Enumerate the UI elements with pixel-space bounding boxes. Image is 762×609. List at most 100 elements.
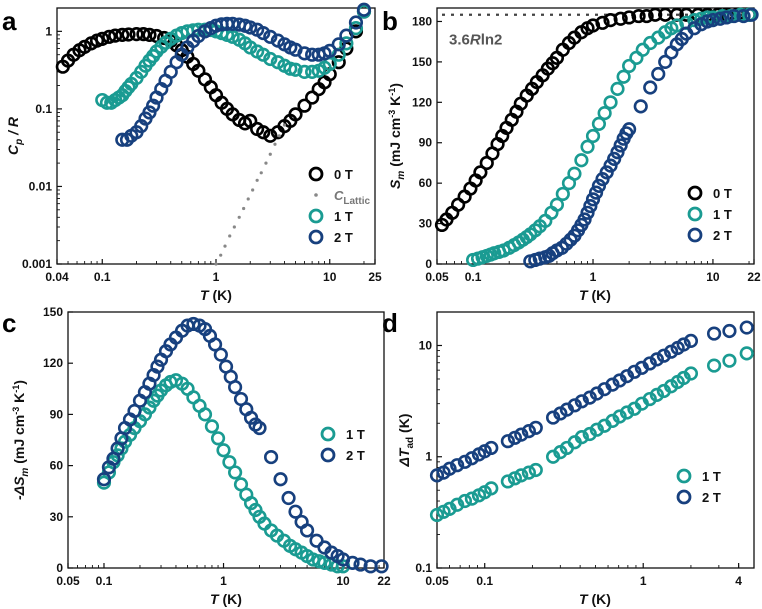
legend-label: 2 T — [346, 448, 365, 463]
x-tick-label: 0.05 — [56, 574, 80, 588]
data-point — [706, 358, 722, 373]
x-tick-label: 0.1 — [96, 574, 113, 588]
y-tick-label: 150 — [412, 55, 432, 69]
data-point — [243, 40, 258, 55]
data-point — [583, 198, 598, 214]
x-tick-label: 1 — [220, 574, 227, 588]
legend-marker — [687, 206, 703, 222]
data-point — [339, 28, 354, 43]
data-point — [129, 27, 144, 42]
data-point — [348, 15, 364, 30]
data-point — [580, 205, 595, 220]
data-point — [99, 95, 115, 110]
data-point — [635, 42, 650, 57]
legend-marker — [320, 426, 336, 442]
panel-a-xlabel: T (K) — [200, 287, 232, 303]
x-tick-label: 1 — [590, 270, 597, 284]
legend-marker — [320, 447, 336, 463]
panel-c-chart: 0.05 0.1 1 10 22 0 30 60 90 120 150 -ΔSm (mJ cm-3 … — [11, 305, 391, 607]
y-tick-label: 1 — [45, 24, 52, 38]
data-point — [136, 27, 151, 42]
data-point — [574, 430, 589, 445]
panel-d-frame — [436, 311, 755, 569]
data-point — [246, 197, 250, 201]
data-point — [115, 27, 130, 42]
legend-marker — [687, 227, 703, 243]
data-point — [521, 465, 536, 480]
data-point — [237, 215, 241, 219]
series-2-t — [115, 2, 372, 147]
data-point — [642, 391, 657, 407]
data-point — [305, 90, 320, 105]
y-tick-label: 30 — [419, 217, 433, 231]
data-point — [457, 493, 473, 509]
series-2-t — [429, 320, 754, 483]
data-point — [297, 64, 312, 79]
data-point — [616, 69, 631, 84]
data-point — [309, 533, 324, 548]
data-point — [268, 152, 272, 156]
data-point — [305, 64, 320, 79]
series-1-t — [465, 7, 757, 268]
data-point — [726, 8, 742, 24]
data-point — [331, 37, 346, 52]
legend-marker — [308, 166, 324, 182]
data-point — [263, 449, 279, 465]
data-point — [108, 28, 123, 43]
data-point — [263, 128, 278, 143]
data-point — [567, 398, 582, 413]
data-point — [331, 55, 346, 70]
series-1-t — [95, 4, 372, 110]
y-tick-label: 0.1 — [35, 102, 52, 116]
legend-marker — [676, 489, 692, 505]
data-point — [739, 346, 754, 361]
series-1-t — [429, 346, 754, 523]
data-point — [210, 431, 226, 446]
x-tick-label: 4 — [735, 574, 742, 588]
data-point — [521, 424, 536, 439]
data-point — [622, 122, 637, 137]
data-point — [263, 29, 278, 44]
panel-c-xlabel: T (K) — [210, 591, 242, 607]
legend-label: 1 T — [346, 427, 365, 442]
data-point — [281, 490, 296, 506]
data-point — [619, 405, 635, 420]
legend-label: 1 T — [702, 469, 721, 484]
series-2-t — [96, 316, 389, 574]
data-point — [649, 387, 665, 402]
legend-label: CLattic — [334, 188, 370, 207]
data-point — [643, 80, 658, 95]
data-point — [317, 555, 332, 570]
data-point — [256, 25, 271, 41]
data-point — [243, 113, 258, 129]
data-point — [484, 440, 499, 456]
x-tick-label: 22 — [747, 270, 761, 284]
data-point — [146, 98, 161, 113]
data-point — [705, 13, 721, 28]
data-point — [473, 165, 488, 180]
legend-label: 1 T — [334, 209, 353, 224]
data-point — [585, 192, 601, 207]
data-point — [95, 31, 110, 46]
data-point — [457, 454, 473, 469]
data-point — [256, 125, 271, 140]
data-point — [263, 51, 278, 67]
y-tick-label: 60 — [419, 176, 433, 190]
data-point — [627, 364, 642, 379]
data-point — [676, 337, 691, 352]
data-point — [567, 166, 582, 181]
data-point — [639, 8, 654, 24]
data-point — [484, 481, 499, 496]
data-point — [345, 555, 360, 570]
panel-c-frame — [67, 311, 385, 569]
data-point — [264, 161, 268, 165]
x-tick-label: 0.1 — [465, 270, 482, 284]
data-point — [739, 320, 754, 335]
data-point — [251, 188, 255, 192]
data-point — [288, 504, 303, 519]
data-point — [214, 262, 218, 266]
data-point — [273, 142, 277, 146]
panel-b-xlabel: T (K) — [579, 287, 611, 303]
y-tick-label: 120 — [412, 95, 432, 109]
